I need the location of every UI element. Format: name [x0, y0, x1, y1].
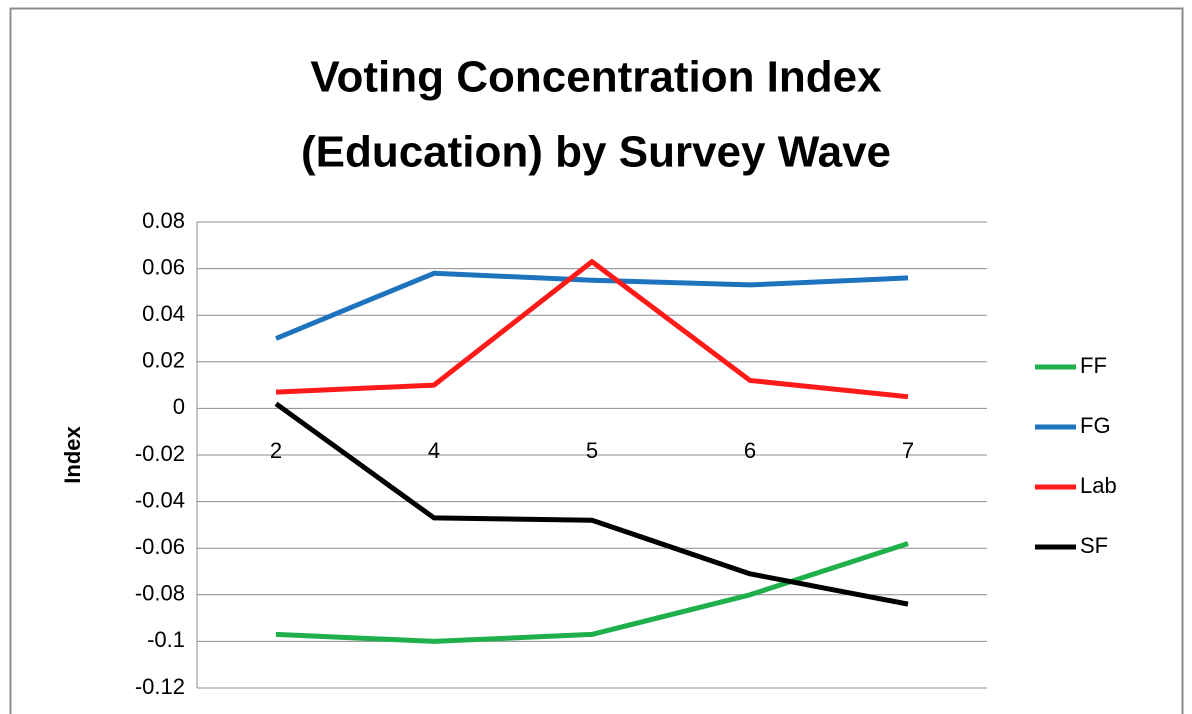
y-tick-label: 0.06: [142, 254, 185, 279]
x-tick-label: 5: [586, 438, 598, 463]
y-tick-label: -0.04: [135, 487, 185, 512]
x-tick-label: 7: [902, 438, 914, 463]
legend-label: Lab: [1080, 473, 1117, 498]
y-tick-label: -0.1: [147, 627, 185, 652]
legend-label: SF: [1080, 533, 1108, 558]
y-tick-label: -0.08: [135, 581, 185, 606]
y-tick-label: 0.08: [142, 208, 185, 233]
series-line: [275, 541, 909, 644]
y-tick-label: 0.04: [142, 301, 185, 326]
chart-title: (Education) by Survey Wave: [301, 128, 891, 177]
x-tick-label: 4: [428, 438, 440, 463]
legend-label: FF: [1080, 353, 1107, 378]
y-tick-label: -0.06: [135, 534, 185, 559]
y-tick-label: -0.02: [135, 441, 185, 466]
x-tick-label: 2: [270, 438, 282, 463]
series-line: [274, 401, 909, 607]
y-tick-label: 0.02: [142, 348, 185, 373]
legend-label: FG: [1080, 413, 1111, 438]
series-line: [275, 259, 909, 400]
y-tick-label: -0.12: [135, 674, 185, 699]
chart-title: Voting Concentration Index: [310, 53, 882, 102]
y-axis-label: Index: [60, 426, 85, 484]
x-tick-label: 6: [744, 438, 756, 463]
series-line: [275, 270, 909, 341]
y-tick-label: 0: [173, 394, 185, 419]
chart-frame: [9, 7, 1184, 714]
